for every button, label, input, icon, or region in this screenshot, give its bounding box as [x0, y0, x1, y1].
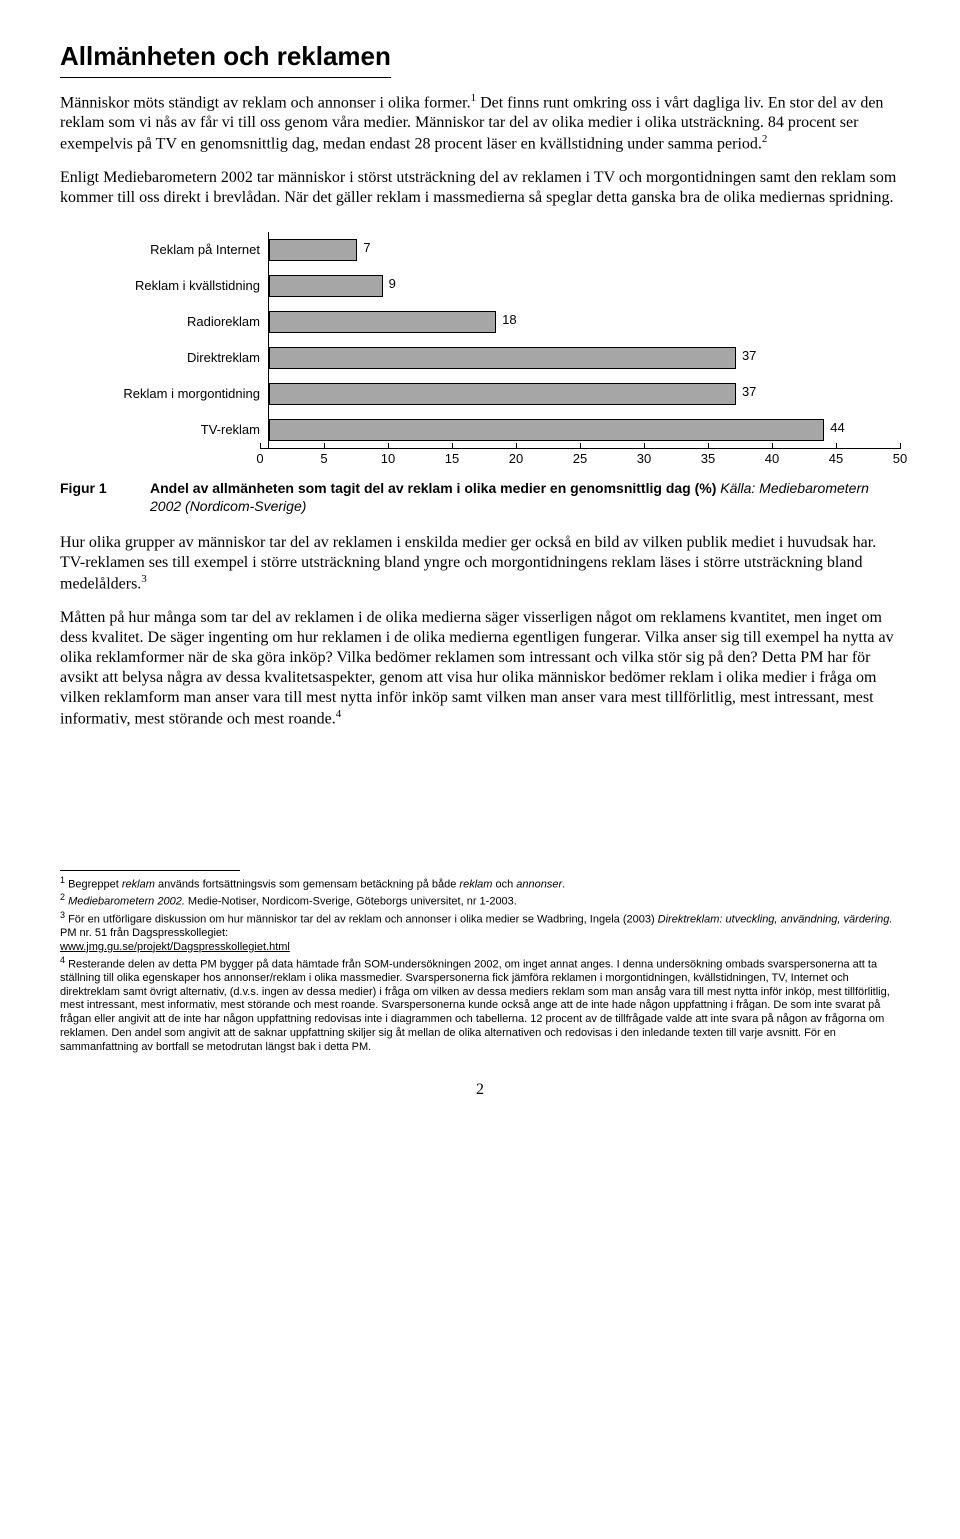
- fn3-b: PM nr. 51 från Dagspresskollegiet:: [60, 927, 228, 939]
- chart-x-axis: 05101520253035404550: [60, 448, 900, 470]
- chart-tick: [580, 443, 581, 449]
- p4-footnote-ref: 4: [336, 708, 342, 720]
- chart-bar: [269, 347, 736, 369]
- chart-bar-area: 7: [268, 232, 900, 268]
- chart-row: Reklam i morgontidning 37: [60, 376, 900, 412]
- figure-label: Figur 1: [60, 480, 150, 515]
- chart-tick: [836, 443, 837, 449]
- chart-tick-label: 30: [637, 451, 651, 467]
- fn1-d: .: [562, 878, 565, 890]
- p3-text: Hur olika grupper av människor tar del a…: [60, 534, 876, 592]
- chart-tick-label: 25: [573, 451, 587, 467]
- fn1-ital3: annonser: [516, 878, 562, 890]
- paragraph-3: Hur olika grupper av människor tar del a…: [60, 533, 900, 594]
- chart-bar: [269, 311, 496, 333]
- chart-row: Reklam på Internet 7: [60, 232, 900, 268]
- chart-row: Radioreklam 18: [60, 304, 900, 340]
- chart-category-label: Reklam i kvällstidning: [60, 278, 268, 294]
- fn4-text: Resterande delen av detta PM bygger på d…: [60, 958, 890, 1053]
- chart-row: Direktreklam 37: [60, 340, 900, 376]
- chart-tick: [516, 443, 517, 449]
- chart-tick-label: 15: [445, 451, 459, 467]
- fn2-b: Medie-Notiser, Nordicom-Sverige, Götebor…: [185, 896, 517, 908]
- chart-bar-value: 37: [742, 384, 756, 400]
- fn1-c: och: [492, 878, 516, 890]
- chart-bar: [269, 419, 824, 441]
- fn3-link: www.jmg.gu.se/projekt/Dagspresskollegiet…: [60, 941, 290, 953]
- chart-row: TV-reklam 44: [60, 412, 900, 448]
- chart-bar-area: 18: [268, 304, 900, 340]
- paragraph-4: Måtten på hur många som tar del av rekla…: [60, 608, 900, 729]
- chart-tick-label: 0: [256, 451, 263, 467]
- chart-bar: [269, 239, 357, 261]
- chart-tick-label: 45: [829, 451, 843, 467]
- figure-caption: Andel av allmänheten som tagit del av re…: [150, 480, 900, 515]
- chart-category-label: Radioreklam: [60, 314, 268, 330]
- chart-category-label: Direktreklam: [60, 350, 268, 366]
- footnotes: 1 Begreppet reklam används fortsättnings…: [60, 875, 900, 1055]
- chart-category-label: Reklam på Internet: [60, 242, 268, 258]
- fn1-b: används fortsättningsvis som gemensam be…: [155, 878, 460, 890]
- chart-tick-label: 5: [320, 451, 327, 467]
- chart-tick: [260, 443, 261, 449]
- figure-caption-row: Figur 1 Andel av allmänheten som tagit d…: [60, 480, 900, 515]
- page-title: Allmänheten och reklamen: [60, 40, 391, 78]
- footnote-1: 1 Begreppet reklam används fortsättnings…: [60, 875, 900, 892]
- chart-tick: [644, 443, 645, 449]
- fn1-ital: reklam: [122, 878, 155, 890]
- chart-bar-area: 44: [268, 412, 900, 448]
- p1-text-a: Människor möts ständigt av reklam och an…: [60, 94, 471, 111]
- fn3-ital: Direktreklam: utveckling, användning, vä…: [658, 913, 893, 925]
- chart-bar: [269, 383, 736, 405]
- paragraph-2: Enligt Mediebarometern 2002 tar människo…: [60, 168, 900, 208]
- fn3-a: För en utförligare diskussion om hur män…: [65, 913, 658, 925]
- chart-bar-value: 37: [742, 348, 756, 364]
- chart-bar-value: 18: [502, 312, 516, 328]
- chart-tick: [772, 443, 773, 449]
- chart-tick-label: 50: [893, 451, 907, 467]
- chart-bar: [269, 275, 383, 297]
- chart-tick-label: 40: [765, 451, 779, 467]
- page-number: 2: [60, 1080, 900, 1100]
- chart-tick-label: 35: [701, 451, 715, 467]
- chart-tick-label: 20: [509, 451, 523, 467]
- footnote-divider: [60, 870, 240, 871]
- chart-tick: [708, 443, 709, 449]
- chart-tick-label: 10: [381, 451, 395, 467]
- paragraph-1: Människor möts ständigt av reklam och an…: [60, 92, 900, 155]
- chart-bar-value: 9: [389, 276, 396, 292]
- chart-bar-value: 7: [363, 240, 370, 256]
- chart-bar-value: 44: [830, 420, 844, 436]
- chart-category-label: Reklam i morgontidning: [60, 386, 268, 402]
- fn2-ital: Mediebarometern 2002.: [68, 896, 185, 908]
- footnote-3: 3 För en utförligare diskussion om hur m…: [60, 910, 900, 955]
- chart-tick: [324, 443, 325, 449]
- fn1-a: Begreppet: [65, 878, 122, 890]
- chart-row: Reklam i kvällstidning 9: [60, 268, 900, 304]
- chart-tick: [452, 443, 453, 449]
- footnote-4: 4 Resterande delen av detta PM bygger på…: [60, 955, 900, 1055]
- chart-bar-area: 37: [268, 340, 900, 376]
- chart-category-label: TV-reklam: [60, 422, 268, 438]
- p3-footnote-ref: 3: [141, 573, 147, 585]
- chart-x-axis-area: 05101520253035404550: [260, 448, 900, 471]
- chart-bar-area: 9: [268, 268, 900, 304]
- chart-tick: [388, 443, 389, 449]
- p4-text: Måtten på hur många som tar del av rekla…: [60, 609, 894, 727]
- bar-chart: Reklam på Internet 7 Reklam i kvällstidnin…: [60, 232, 900, 470]
- p1-footnote-ref-2: 2: [762, 133, 768, 145]
- footnote-2: 2 Mediebarometern 2002. Medie-Notiser, N…: [60, 892, 900, 909]
- chart-bar-area: 37: [268, 376, 900, 412]
- chart-tick: [900, 443, 901, 449]
- figure-caption-bold: Andel av allmänheten som tagit del av re…: [150, 480, 720, 496]
- fn1-ital2: reklam: [459, 878, 492, 890]
